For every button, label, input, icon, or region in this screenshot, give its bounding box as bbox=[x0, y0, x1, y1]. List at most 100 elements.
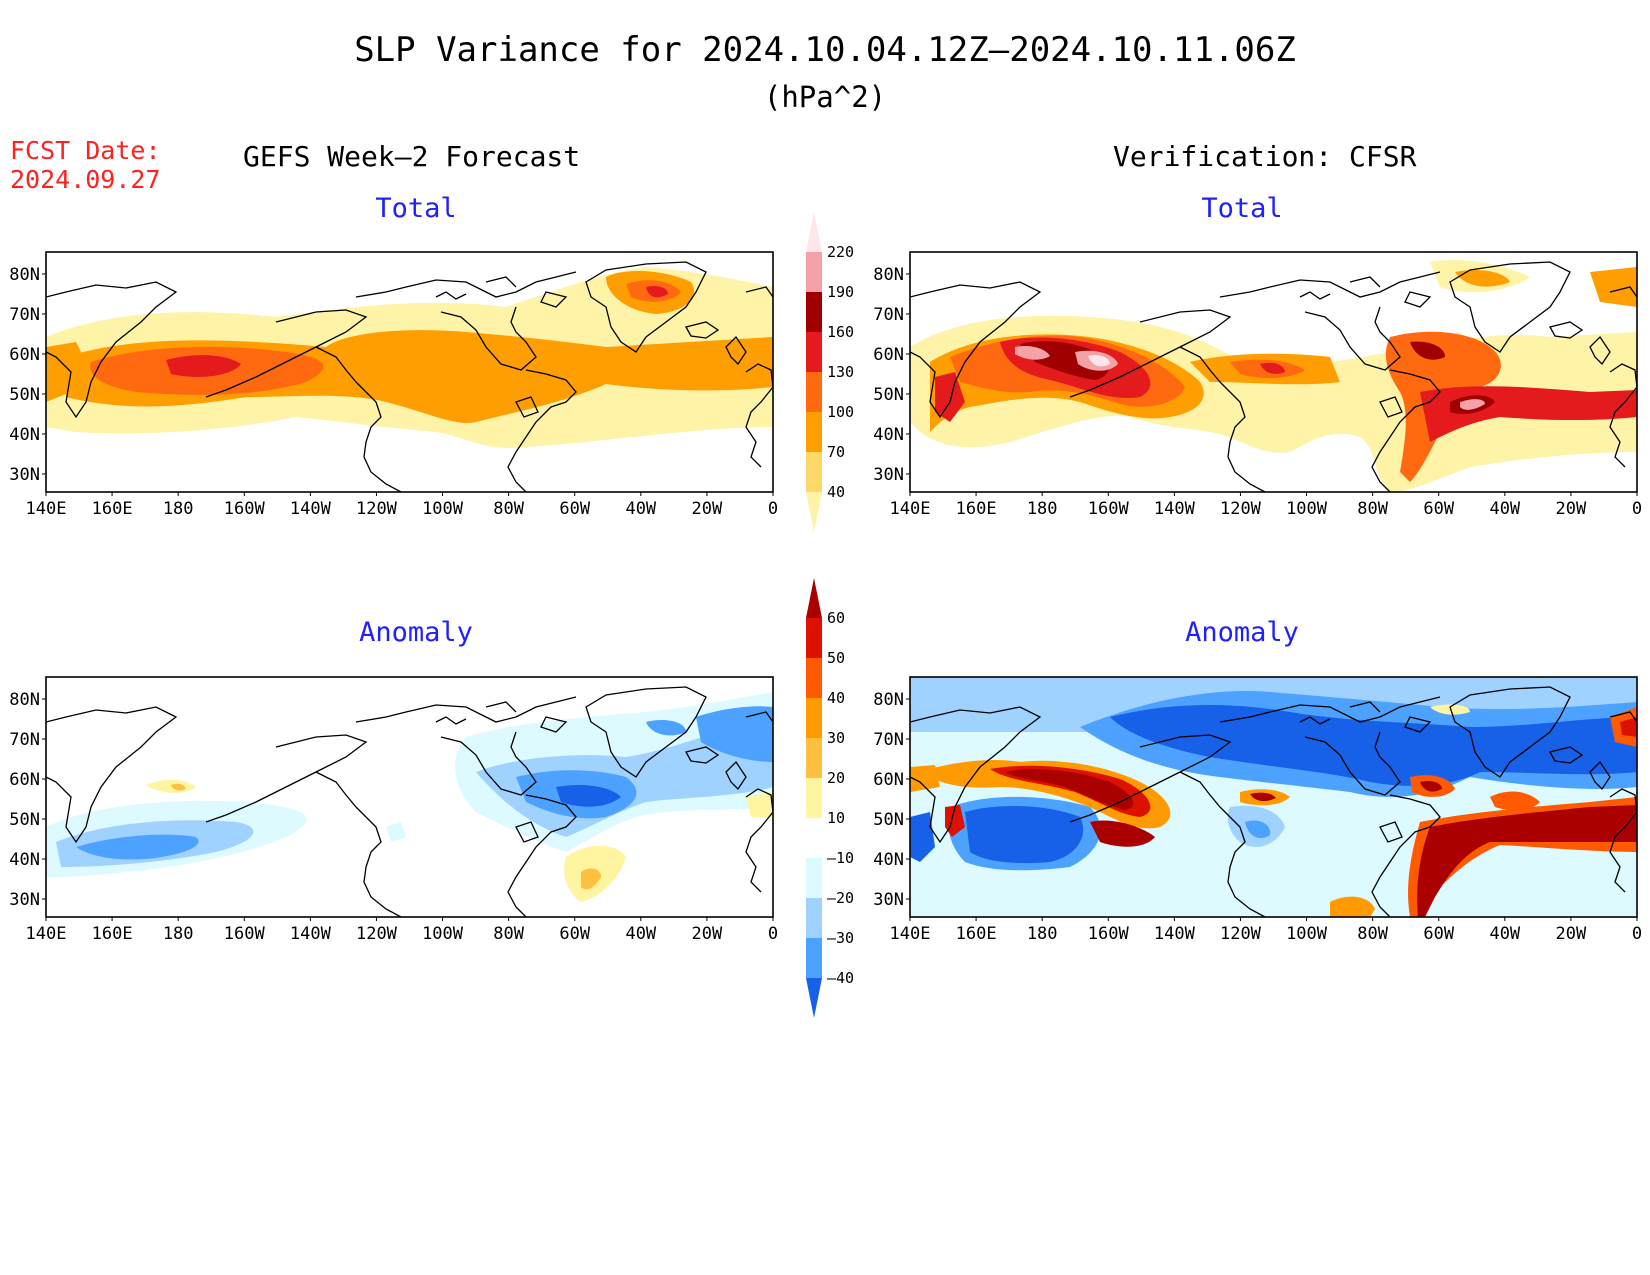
lat-tick-label: 60N bbox=[9, 345, 40, 365]
units-label: (hPa^2) bbox=[763, 80, 887, 114]
fcst-date-value: 2024.09.27 bbox=[10, 165, 161, 194]
colorbar-tick-label: –30 bbox=[827, 929, 854, 947]
lon-tick-label: 60W bbox=[559, 924, 590, 944]
forecast-column-title: GEFS Week–2 Forecast bbox=[243, 140, 581, 173]
colorbar-segment bbox=[806, 938, 822, 978]
lon-tick-label: 160E bbox=[92, 924, 133, 944]
lon-tick-label: 0 bbox=[768, 924, 778, 944]
lat-tick-label: 70N bbox=[873, 305, 904, 325]
colorbar-segment bbox=[806, 778, 822, 818]
lat-tick-label: 40N bbox=[9, 850, 40, 870]
colorbar-tick-label: 70 bbox=[827, 443, 845, 461]
lon-tick-label: 160W bbox=[1088, 924, 1130, 944]
colorbar-anomaly: 60 50 40 30 20 10 –10 –20 –30 –40 bbox=[806, 578, 854, 1018]
lon-tick-label: 100W bbox=[422, 499, 464, 519]
lon-tick-label: 160E bbox=[956, 499, 997, 519]
lon-tick-label: 100W bbox=[1286, 924, 1328, 944]
colorbar-top-tip bbox=[806, 212, 822, 252]
lat-tick-label: 40N bbox=[873, 425, 904, 445]
map-forecast-anomaly bbox=[45, 676, 774, 918]
colorbar-segment bbox=[806, 292, 822, 332]
lat-tick-label: 80N bbox=[9, 690, 40, 710]
lon-tick-label: 160W bbox=[224, 924, 266, 944]
lon-tick-label: 180 bbox=[163, 924, 194, 944]
panel-subtitle-forecast-total: Total bbox=[375, 193, 457, 224]
lat-tick-label: 40N bbox=[9, 425, 40, 445]
colorbar-tick-label: 10 bbox=[827, 809, 845, 827]
fcst-date-label: FCST Date: bbox=[10, 136, 161, 165]
verification-column-title: Verification: CFSR bbox=[1113, 140, 1417, 173]
lon-tick-label: 20W bbox=[692, 924, 723, 944]
colorbar-segment bbox=[806, 452, 822, 492]
colorbar-tick-label: 130 bbox=[827, 363, 854, 381]
colorbar-segment bbox=[806, 332, 822, 372]
lat-tick-label: 80N bbox=[873, 265, 904, 285]
lon-tick-label: 160E bbox=[92, 499, 133, 519]
lon-tick-label: 100W bbox=[1286, 499, 1328, 519]
lon-tick-label: 60W bbox=[1423, 924, 1454, 944]
colorbar-segment bbox=[806, 372, 822, 412]
lon-tick-label: 40W bbox=[625, 924, 656, 944]
map-forecast-total bbox=[45, 251, 774, 493]
colorbar-segment bbox=[806, 618, 822, 658]
lon-tick-label: 160W bbox=[224, 499, 266, 519]
lat-tick-label: 50N bbox=[873, 385, 904, 405]
panel-subtitle-verification-anomaly: Anomaly bbox=[1185, 617, 1299, 648]
lon-tick-label: 120W bbox=[356, 499, 398, 519]
lon-tick-label: 140E bbox=[890, 924, 931, 944]
lon-tick-label: 80W bbox=[493, 924, 524, 944]
lat-tick-label: 60N bbox=[873, 345, 904, 365]
lon-tick-label: 80W bbox=[1357, 499, 1388, 519]
colorbar-segment bbox=[806, 412, 822, 452]
lon-tick-label: 140E bbox=[26, 499, 67, 519]
lat-tick-label: 30N bbox=[9, 890, 40, 910]
colorbar-segment bbox=[806, 252, 822, 292]
lon-tick-label: 0 bbox=[1632, 499, 1642, 519]
lon-tick-label: 80W bbox=[493, 499, 524, 519]
colorbar-tick-label: 160 bbox=[827, 323, 854, 341]
colorbar-segment bbox=[806, 898, 822, 938]
lat-tick-label: 80N bbox=[9, 265, 40, 285]
colorbar-tick-label: 40 bbox=[827, 689, 845, 707]
lon-tick-label: 80W bbox=[1357, 924, 1388, 944]
lat-tick-label: 30N bbox=[873, 465, 904, 485]
lat-tick-label: 40N bbox=[873, 850, 904, 870]
map-verification-total bbox=[909, 251, 1638, 493]
lat-tick-label: 30N bbox=[9, 465, 40, 485]
lon-tick-label: 120W bbox=[1220, 924, 1262, 944]
lon-tick-label: 0 bbox=[768, 499, 778, 519]
lat-tick-label: 50N bbox=[9, 385, 40, 405]
lon-tick-label: 40W bbox=[625, 499, 656, 519]
main-title: SLP Variance for 2024.10.04.12Z–2024.10.… bbox=[354, 30, 1296, 70]
lon-tick-label: 180 bbox=[1027, 924, 1058, 944]
lat-tick-label: 50N bbox=[873, 810, 904, 830]
lon-tick-label: 160E bbox=[956, 924, 997, 944]
lon-tick-label: 140W bbox=[1154, 924, 1196, 944]
panel-subtitle-verification-total: Total bbox=[1201, 193, 1283, 224]
lon-tick-label: 20W bbox=[692, 499, 723, 519]
colorbar-tick-label: 30 bbox=[827, 729, 845, 747]
colorbar-tick-label: 220 bbox=[827, 243, 854, 261]
colorbar-tick-label: –40 bbox=[827, 969, 854, 987]
colorbar-segment bbox=[806, 818, 822, 858]
colorbar-tick-label: 100 bbox=[827, 403, 854, 421]
lat-tick-label: 60N bbox=[873, 770, 904, 790]
lon-tick-label: 100W bbox=[422, 924, 464, 944]
lon-tick-label: 40W bbox=[1489, 924, 1520, 944]
colorbar-segment bbox=[806, 858, 822, 898]
lon-tick-label: 140W bbox=[1154, 499, 1196, 519]
fcst-date-block: FCST Date: 2024.09.27 bbox=[10, 136, 161, 194]
lon-tick-label: 120W bbox=[356, 924, 398, 944]
lon-tick-label: 180 bbox=[163, 499, 194, 519]
lon-tick-label: 120W bbox=[1220, 499, 1262, 519]
colorbar-tick-label: –10 bbox=[827, 849, 854, 867]
lat-tick-label: 50N bbox=[9, 810, 40, 830]
colorbar-bottom-tip bbox=[806, 492, 822, 532]
lat-tick-label: 80N bbox=[873, 690, 904, 710]
lon-tick-label: 60W bbox=[1423, 499, 1454, 519]
map-verification-anomaly bbox=[909, 676, 1638, 918]
colorbar-tick-label: 40 bbox=[827, 483, 845, 501]
lat-tick-label: 70N bbox=[873, 730, 904, 750]
lon-tick-label: 160W bbox=[1088, 499, 1130, 519]
colorbar-tick-label: –20 bbox=[827, 889, 854, 907]
